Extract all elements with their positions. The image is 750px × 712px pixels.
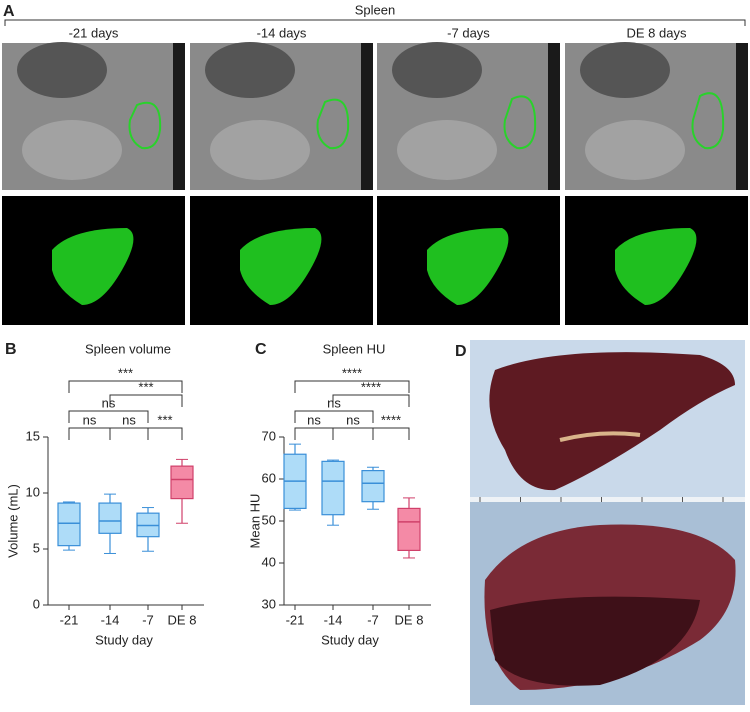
significance-bracket — [109, 427, 149, 440]
y-tick-label: 15 — [26, 428, 40, 443]
charts: Spleen volume Study day Volume (mL) 0 5 10 15 -… — [5, 341, 431, 647]
significance-bracket — [332, 394, 410, 407]
significance-label: **** — [342, 365, 362, 380]
x-tick-label: -7 — [142, 612, 154, 627]
x-tick-label: -21 — [286, 612, 305, 627]
ct-organ — [585, 120, 685, 180]
box — [321, 460, 345, 516]
ct-organ — [210, 120, 310, 180]
photo-bottom — [470, 502, 745, 705]
y-tick-label: 60 — [262, 470, 276, 485]
ct-outline — [128, 101, 162, 150]
y-axis-label: Volume (mL) — [5, 484, 20, 558]
significance-label: ns — [122, 412, 136, 427]
significance-bracket — [372, 427, 410, 440]
box — [361, 470, 385, 503]
column-label: -7 days — [447, 25, 490, 40]
panel-label: D — [455, 343, 467, 360]
y-tick-label: 0 — [33, 596, 40, 611]
x-axis-label: Study day — [321, 632, 379, 647]
significance-bracket — [294, 427, 334, 440]
significance-bracket — [109, 394, 183, 407]
x-tick-label: -21 — [60, 612, 79, 627]
x-axis-label: Study day — [95, 632, 153, 647]
y-tick-label: 50 — [262, 512, 276, 527]
box — [57, 502, 81, 547]
chart-title: Spleen HU — [323, 341, 386, 356]
y-tick-label: 30 — [262, 596, 276, 611]
render-spleen — [615, 228, 697, 305]
box — [98, 502, 122, 534]
x-tick-label: -14 — [101, 612, 120, 627]
significance-label: *** — [138, 379, 153, 394]
ct-organ — [392, 42, 482, 98]
ct-outline — [503, 95, 537, 150]
significance-label: ns — [102, 395, 116, 410]
render-spleen — [427, 228, 509, 305]
significance-bracket — [147, 427, 183, 440]
column-label: -21 days — [69, 25, 119, 40]
panel-a-title: Spleen — [355, 2, 395, 17]
ct-organ — [205, 42, 295, 98]
y-tick-label: 5 — [33, 540, 40, 555]
significance-bracket — [68, 427, 111, 440]
y-axis-label: Mean HU — [247, 494, 262, 549]
ct-edge — [548, 43, 560, 190]
significance-label: ns — [307, 412, 321, 427]
y-tick-label: 10 — [26, 484, 40, 499]
render-spleen — [240, 228, 322, 305]
y-tick-label: 40 — [262, 554, 276, 569]
x-tick-label: DE 8 — [395, 612, 424, 627]
significance-label: ns — [83, 412, 97, 427]
ct-organ — [22, 120, 122, 180]
column-label: -14 days — [257, 25, 307, 40]
significance-label: ns — [346, 412, 360, 427]
significance-label: **** — [361, 379, 381, 394]
panel-label: A — [3, 3, 15, 20]
ct-organ — [17, 42, 107, 98]
box — [397, 507, 421, 551]
x-tick-label: -14 — [324, 612, 343, 627]
panel-a: -21 days -14 days -7 days DE 8 days — [2, 25, 748, 325]
ct-organ — [397, 120, 497, 180]
panel-label: B — [5, 341, 17, 358]
ct-outline — [691, 92, 725, 150]
bracket — [4, 19, 746, 26]
significance-label: **** — [381, 412, 401, 427]
significance-bracket — [68, 410, 149, 423]
significance-label: ns — [327, 395, 341, 410]
x-tick-label: DE 8 — [168, 612, 197, 627]
ct-outline — [316, 98, 350, 150]
ct-edge — [736, 43, 748, 190]
ct-organ — [580, 42, 670, 98]
render-spleen — [52, 228, 134, 305]
significance-bracket — [332, 427, 374, 440]
significance-label: *** — [118, 365, 133, 380]
photo-top — [470, 340, 745, 515]
significance-label: *** — [157, 412, 172, 427]
y-tick-label: 70 — [262, 428, 276, 443]
column-label: DE 8 days — [627, 25, 687, 40]
significance-bracket — [294, 380, 410, 393]
box — [170, 465, 194, 500]
x-tick-label: -7 — [367, 612, 379, 627]
chart-title: Spleen volume — [85, 341, 171, 356]
ct-edge — [173, 43, 185, 190]
significance-bracket — [68, 380, 183, 393]
significance-bracket — [294, 410, 374, 423]
ct-edge — [361, 43, 373, 190]
panel-label: C — [255, 341, 267, 358]
